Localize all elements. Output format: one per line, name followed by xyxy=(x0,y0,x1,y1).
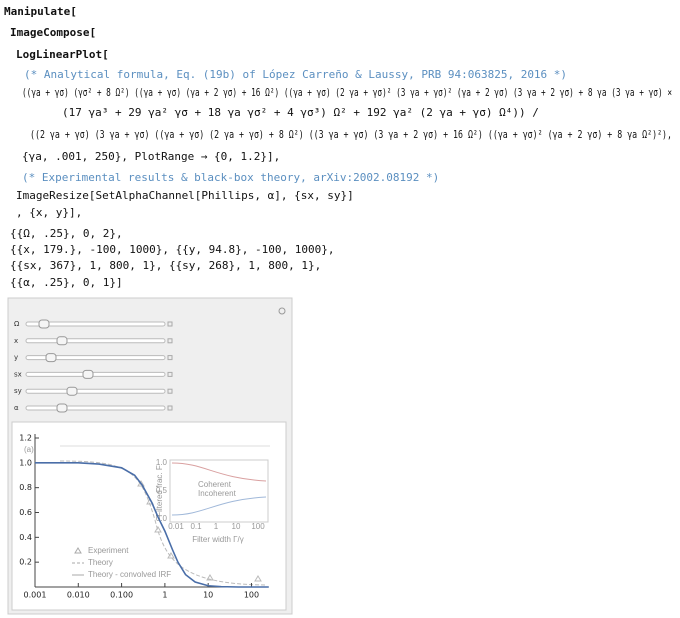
code-line: (17 γa³ + 29 γa² γσ + 18 γa γσ² + 4 γσ³)… xyxy=(62,106,539,119)
overlay-inset-xtick: 10 xyxy=(232,522,241,531)
overlay-inset-ylabel: Filtered frac. F xyxy=(155,465,164,517)
overlay-legend-entry: Theory xyxy=(88,558,113,567)
code-line: ((γa + γσ) (γσ² + 8 Ω²) ((γa + γσ) (γa +… xyxy=(22,86,672,99)
slider-expand[interactable] xyxy=(167,405,173,411)
slider-thumb[interactable] xyxy=(82,369,94,379)
overlay-marker xyxy=(154,526,162,533)
y-tick-label: 0.2 xyxy=(19,558,32,567)
slider-expand[interactable] xyxy=(167,388,173,394)
overlay-legend-marker xyxy=(74,547,82,554)
slider-thumb[interactable] xyxy=(38,319,50,329)
slider-track xyxy=(25,405,166,411)
code-line: LogLinearPlot[ xyxy=(16,48,109,61)
slider-track xyxy=(25,371,166,377)
overlay-inset-coherent xyxy=(171,462,267,482)
slider-thumb[interactable] xyxy=(56,403,68,413)
code-line: ((2 γa + γσ) (3 γa + γσ) ((γa + γσ) (2 γ… xyxy=(30,128,672,141)
x-tick-label: 10 xyxy=(203,591,213,600)
overlay-inset-incoherent xyxy=(171,496,267,516)
y-tick-label: 0.8 xyxy=(19,483,32,492)
overlay-inset-xtick: 0.1 xyxy=(190,522,202,531)
code-line: {{α, .25}, 0, 1}] xyxy=(10,276,123,289)
code-line: {{x, 179.}, -100, 1000}, {{y, 94.8}, -10… xyxy=(10,243,335,256)
slider-thumb[interactable] xyxy=(66,386,78,396)
overlay-marker xyxy=(206,574,214,581)
curve xyxy=(35,462,269,588)
overlay-inset-xtick: 0.01 xyxy=(168,522,184,531)
slider-label: sx xyxy=(14,370,22,378)
plot-frame xyxy=(11,421,287,611)
y-tick-label: 1.0 xyxy=(19,458,32,467)
overlay-inset-xlabel: Filter width Γ/γ xyxy=(192,535,244,544)
slider-expand[interactable] xyxy=(167,371,173,377)
overlay-legend-entry: Experiment xyxy=(88,546,129,555)
code-line: , {x, y}], xyxy=(16,206,82,219)
slider-thumb[interactable] xyxy=(56,336,68,346)
overlay-inset-xtick: 100 xyxy=(251,522,265,531)
code-line: (* Analytical formula, Eq. (19b) of Lópe… xyxy=(24,68,567,81)
slider-track xyxy=(25,321,166,327)
slider-label: x xyxy=(14,337,18,345)
slider-track xyxy=(25,355,166,361)
overlay-panel-label: (a) xyxy=(24,445,34,454)
code-line: ImageResize[SetAlphaChannel[Phillips, α]… xyxy=(16,189,354,202)
code-line: {γa, .001, 250}, PlotRange → {0, 1.2}], xyxy=(22,150,280,163)
overlay-marker xyxy=(167,552,175,559)
slider-label: sy xyxy=(14,387,22,395)
overlay-inset-frame xyxy=(169,459,269,523)
panel-icon[interactable] xyxy=(278,307,286,315)
overlay-inset-ytick: 1.0 xyxy=(156,458,168,467)
x-tick-label: 1 xyxy=(162,591,167,600)
slider-thumb[interactable] xyxy=(45,353,57,363)
overlay-legend-entry: Theory - convolved IRF xyxy=(88,570,171,579)
y-tick-label: 1.2 xyxy=(19,434,32,443)
y-tick-label: 0.4 xyxy=(19,533,32,542)
code-line: Manipulate[ xyxy=(4,5,77,18)
x-tick-label: 0.100 xyxy=(110,591,133,600)
overlay-inset-ytick: 0.5 xyxy=(156,486,168,495)
x-tick-label: 0.010 xyxy=(67,591,90,600)
slider-track xyxy=(25,338,166,344)
slider-expand[interactable] xyxy=(167,321,173,327)
overlay-marker xyxy=(137,480,145,487)
overlay-marker xyxy=(254,575,262,582)
slider-expand[interactable] xyxy=(167,338,173,344)
slider-label: y xyxy=(14,354,18,362)
overlay-inset-xtick: 1 xyxy=(214,522,219,531)
code-line: {{sx, 367}, 1, 800, 1}, {{sy, 268}, 1, 8… xyxy=(10,259,321,272)
overlay-inset-series: Coherent xyxy=(198,480,232,489)
code-line: {{Ω, .25}, 0, 2}, xyxy=(10,227,123,240)
overlay-theory xyxy=(59,460,266,586)
overlay-inset-ytick: 0.0 xyxy=(156,514,168,523)
overlay-inset-series: Incoherent xyxy=(198,489,237,498)
slider-track xyxy=(25,388,166,394)
code-line: ImageCompose[ xyxy=(10,26,96,39)
code-line: (* Experimental results & black-box theo… xyxy=(22,171,439,184)
x-tick-label: 0.001 xyxy=(24,591,47,600)
y-tick-label: 0.6 xyxy=(19,508,32,517)
slider-label: α xyxy=(14,404,19,412)
slider-expand[interactable] xyxy=(167,355,173,361)
x-tick-label: 100 xyxy=(244,591,259,600)
slider-label: Ω xyxy=(14,320,20,328)
